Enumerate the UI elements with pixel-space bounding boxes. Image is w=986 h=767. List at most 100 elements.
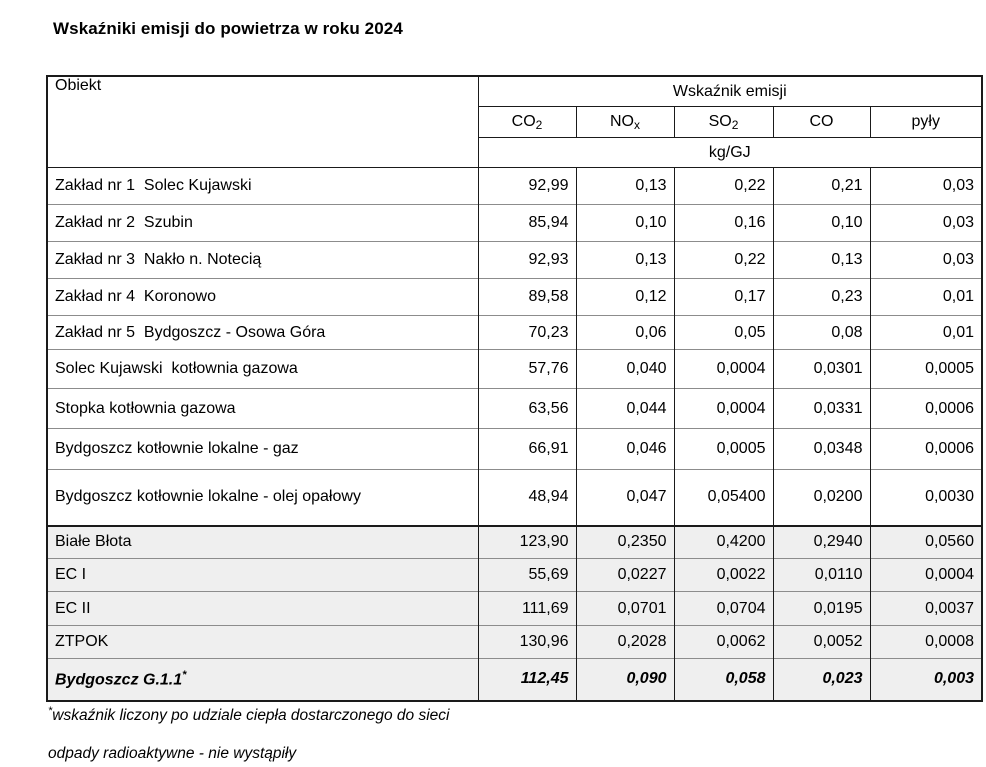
column-header-obiekt: Obiekt — [46, 75, 479, 168]
row-value: 0,05400 — [673, 469, 773, 526]
row-value: 0,0110 — [772, 558, 870, 592]
row-value: 0,17 — [673, 278, 773, 316]
row-label: Zakład nr 5 Bydgoszcz - Osowa Góra — [47, 315, 479, 350]
row-value: 0,2350 — [575, 524, 674, 559]
row-value: 0,23 — [772, 278, 870, 316]
footnote-1: *wskaźnik liczony po udziale ciepła dost… — [48, 705, 449, 725]
table-row: Zakład nr 3 Nakło n. Notecią 92,93 0,13 0,2… — [47, 241, 982, 279]
row-label: ZTPOK — [47, 625, 479, 659]
row-value: 0,0004 — [869, 558, 982, 592]
row-value: 0,4200 — [673, 524, 773, 559]
table-row: Zakład nr 1 Solec Kujawski 92,99 0,13 0,22 0… — [47, 167, 982, 205]
row-label: Zakład nr 3 Nakło n. Notecią — [47, 241, 479, 279]
row-label: Bydgoszcz G.1.1* — [47, 658, 479, 701]
row-value: 0,2940 — [772, 524, 870, 559]
row-value: 0,08 — [772, 315, 870, 350]
row-value: 0,2028 — [575, 625, 674, 659]
row-value: 0,0560 — [869, 524, 982, 559]
row-label: Zakład nr 2 Szubin — [47, 204, 479, 242]
row-value: 112,45 — [477, 658, 576, 701]
row-value: 0,03 — [869, 167, 982, 205]
row-label: Bydgoszcz kotłownie lokalne - olej opało… — [47, 469, 479, 526]
row-value: 85,94 — [477, 204, 576, 242]
row-label: EC I — [47, 558, 479, 592]
table-row: Bydgoszcz kotłownie lokalne - gaz 66,91 0,… — [47, 428, 982, 470]
row-value: 0,003 — [869, 658, 982, 701]
row-value: 0,090 — [575, 658, 674, 701]
table-row: Solec Kujawski kotłownia gazowa 57,76 0,04… — [47, 349, 982, 389]
row-value: 0,21 — [772, 167, 870, 205]
table-row: EC I 55,69 0,0227 0,0022 0,0110 0,0004 — [47, 558, 982, 592]
column-header-nox: NOx — [575, 106, 675, 138]
row-value: 0,0004 — [673, 388, 773, 429]
row-label: Zakład nr 4 Koronowo — [47, 278, 479, 316]
footnote-2-text: odpady radioaktywne - nie wystąpiły — [48, 745, 297, 762]
row-value: 0,0022 — [673, 558, 773, 592]
unit-header: kg/GJ — [477, 137, 983, 168]
table-row: Bydgoszcz kotłownie lokalne - olej opało… — [47, 469, 982, 526]
row-value: 48,94 — [477, 469, 576, 526]
row-label-asterisk: * — [182, 669, 187, 682]
row-value: 0,0052 — [772, 625, 870, 659]
row-value: 0,0704 — [673, 591, 773, 626]
row-value: 57,76 — [477, 349, 576, 389]
row-value: 0,0004 — [673, 349, 773, 389]
row-value: 0,10 — [575, 204, 674, 242]
row-value: 0,047 — [575, 469, 674, 526]
row-value: 0,13 — [575, 241, 674, 279]
row-value: 0,0195 — [772, 591, 870, 626]
row-value: 0,0227 — [575, 558, 674, 592]
row-value: 89,58 — [477, 278, 576, 316]
table-row: Zakład nr 2 Szubin 85,94 0,10 0,16 0,10 0,03 — [47, 204, 982, 242]
row-value: 0,10 — [772, 204, 870, 242]
row-value: 55,69 — [477, 558, 576, 592]
row-value: 0,22 — [673, 167, 773, 205]
row-value: 0,22 — [673, 241, 773, 279]
row-value: 0,0062 — [673, 625, 773, 659]
page-title: Wskaźniki emisji do powietrza w roku 202… — [53, 19, 403, 38]
row-value: 0,01 — [869, 315, 982, 350]
row-value: 0,0005 — [673, 428, 773, 470]
row-value: 111,69 — [477, 591, 576, 626]
table-row: Bydgoszcz G.1.1* 112,45 0,090 0,058 0,023 0,0… — [47, 658, 982, 701]
row-value: 0,13 — [772, 241, 870, 279]
row-value: 0,0030 — [869, 469, 982, 526]
row-label: Białe Błota — [47, 524, 479, 559]
row-label: Zakład nr 1 Solec Kujawski — [47, 167, 479, 205]
row-value: 0,0331 — [772, 388, 870, 429]
column-header-pyly: pyły — [869, 106, 983, 138]
row-value: 92,99 — [477, 167, 576, 205]
footnote-2: odpady radioaktywne - nie wystąpiły — [48, 745, 296, 763]
row-value: 0,06 — [575, 315, 674, 350]
column-header-so2: SO2 — [673, 106, 774, 138]
row-label: EC II — [47, 591, 479, 626]
row-value: 0,044 — [575, 388, 674, 429]
row-value: 0,0037 — [869, 591, 982, 626]
column-group-header-wskaznik-emisji: Wskaźnik emisji — [477, 75, 983, 107]
table-row: Stopka kotłownia gazowa 63,56 0,044 0,0004 0… — [47, 388, 982, 429]
row-value: 123,90 — [477, 524, 576, 559]
row-value: 0,0701 — [575, 591, 674, 626]
row-label: Bydgoszcz kotłownie lokalne - gaz — [47, 428, 479, 470]
column-header-co: CO — [772, 106, 871, 138]
table-row: Zakład nr 5 Bydgoszcz - Osowa Góra 70,23 0… — [47, 315, 982, 350]
row-value: 0,040 — [575, 349, 674, 389]
row-value: 0,16 — [673, 204, 773, 242]
row-value: 0,046 — [575, 428, 674, 470]
row-value: 0,01 — [869, 278, 982, 316]
row-value: 63,56 — [477, 388, 576, 429]
row-value: 0,0008 — [869, 625, 982, 659]
emissions-table-container: Obiekt Wskaźnik emisji CO2 NOx SO2 CO py… — [46, 75, 983, 702]
table-header: Obiekt Wskaźnik emisji CO2 NOx SO2 CO py… — [46, 75, 983, 168]
row-label: Stopka kotłownia gazowa — [47, 388, 479, 429]
row-label: Solec Kujawski kotłownia gazowa — [47, 349, 479, 389]
table-row: ZTPOK 130,96 0,2028 0,0062 0,0052 0,0008 — [47, 625, 982, 659]
row-value: 66,91 — [477, 428, 576, 470]
row-value: 0,03 — [869, 241, 982, 279]
row-value: 0,0006 — [869, 428, 982, 470]
row-value: 0,058 — [673, 658, 773, 701]
row-value: 0,03 — [869, 204, 982, 242]
row-value: 0,0005 — [869, 349, 982, 389]
footnote-asterisk: * — [48, 705, 53, 717]
row-value: 0,0348 — [772, 428, 870, 470]
